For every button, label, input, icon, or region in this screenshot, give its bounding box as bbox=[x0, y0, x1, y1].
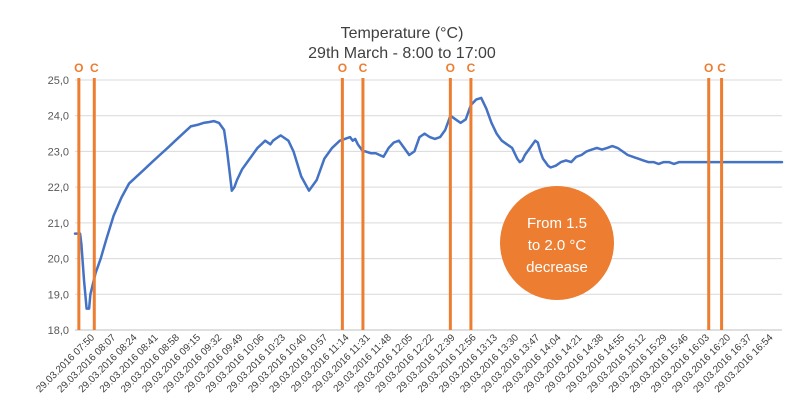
callout-text: to 2.0 °C bbox=[528, 237, 587, 254]
y-tick-label: 20,0 bbox=[48, 254, 69, 266]
callout-text: From 1.5 bbox=[527, 215, 587, 232]
gridlines bbox=[75, 79, 782, 331]
series-area bbox=[73, 96, 784, 310]
marker-label: C bbox=[717, 61, 726, 75]
chart-subtitle: 29th March - 8:00 to 17:00 bbox=[308, 45, 496, 62]
marker-label: C bbox=[359, 61, 368, 75]
marker-label: O bbox=[338, 61, 347, 75]
y-tick-label: 18,0 bbox=[48, 325, 69, 337]
decrease-callout: From 1.5 to 2.0 °C decrease bbox=[500, 186, 614, 300]
series-line-temperature bbox=[73, 96, 784, 310]
y-tick-label: 25,0 bbox=[48, 75, 69, 87]
y-tick-label: 19,0 bbox=[48, 289, 69, 301]
y-tick-label: 23,0 bbox=[48, 146, 69, 158]
marker-label: O bbox=[74, 61, 83, 75]
y-tick-label: 22,0 bbox=[48, 182, 69, 194]
marker-label: O bbox=[446, 61, 455, 75]
chart-title: Temperature (°C) bbox=[341, 25, 464, 42]
marker-label: C bbox=[90, 61, 99, 75]
marker-label: O bbox=[704, 61, 713, 75]
y-tick-label: 21,0 bbox=[48, 218, 69, 230]
callout-circle bbox=[500, 186, 614, 300]
y-axis-ticks: 18,0 19,0 20,0 21,0 22,0 23,0 24,0 25,0 bbox=[48, 75, 69, 337]
callout-text: decrease bbox=[526, 259, 588, 276]
marker-label: C bbox=[467, 61, 476, 75]
y-tick-label: 24,0 bbox=[48, 111, 69, 123]
